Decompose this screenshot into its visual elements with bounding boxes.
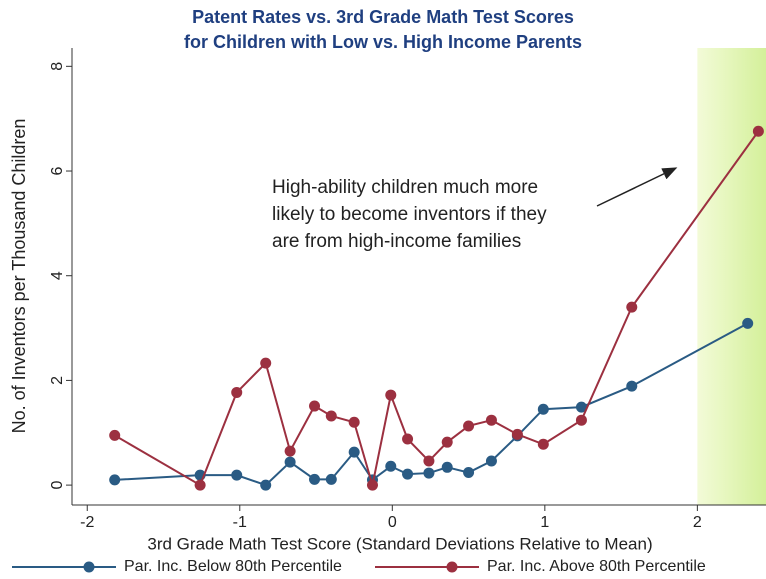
x-tick-label: -1 [233, 514, 247, 531]
data-point [752, 125, 764, 137]
annotation: High-ability children much more [272, 177, 538, 198]
highlight-region [697, 48, 766, 505]
data-point [511, 428, 523, 440]
data-point [385, 389, 397, 401]
x-tick-label: 1 [540, 514, 549, 531]
data-point [348, 446, 360, 458]
data-point [325, 473, 337, 485]
data-point [537, 403, 549, 415]
data-point [626, 380, 638, 392]
data-point [423, 467, 435, 479]
legend-marker [446, 561, 458, 573]
data-point [325, 410, 337, 422]
data-point [463, 420, 475, 432]
y-tick-label: 8 [49, 62, 66, 71]
chart-title: for Children with Low vs. High Income Pa… [184, 32, 582, 52]
y-tick-label: 4 [49, 271, 66, 280]
data-point [742, 317, 754, 329]
legend-marker [83, 561, 95, 573]
data-point [423, 455, 435, 467]
data-point [284, 456, 296, 468]
data-point [109, 474, 121, 486]
data-point [309, 400, 321, 412]
data-point [109, 429, 121, 441]
data-point [309, 473, 321, 485]
data-point [260, 357, 272, 369]
x-tick-label: -2 [80, 514, 94, 531]
annotation: are from high-income families [272, 231, 521, 252]
y-tick-label: 2 [49, 376, 66, 385]
chart-title: Patent Rates vs. 3rd Grade Math Test Sco… [192, 7, 574, 27]
data-point [441, 461, 453, 473]
data-point [485, 455, 497, 467]
x-tick-label: 2 [693, 514, 702, 531]
series-line [114, 322, 749, 487]
x-axis-label: 3rd Grade Math Test Score (Standard Devi… [147, 534, 652, 553]
data-point [231, 386, 243, 398]
x-tick-label: 0 [388, 514, 397, 531]
data-point [463, 467, 475, 479]
data-point [348, 416, 360, 428]
data-point [441, 436, 453, 448]
y-tick-label: 0 [49, 481, 66, 490]
legend-label: Par. Inc. Above 80th Percentile [487, 558, 706, 575]
annotation: likely to become inventors if they [272, 204, 547, 225]
data-point [575, 401, 587, 413]
data-point [260, 479, 272, 491]
annotation-arrow [596, 167, 678, 207]
data-point [385, 460, 397, 472]
y-tick-label: 6 [49, 166, 66, 175]
data-point [626, 301, 638, 313]
data-point [231, 469, 243, 481]
data-point [402, 468, 414, 480]
data-point [402, 433, 414, 445]
y-axis-label: No. of Inventors per Thousand Children [9, 119, 29, 434]
data-point [537, 438, 549, 450]
data-point [194, 479, 206, 491]
legend-label: Par. Inc. Below 80th Percentile [124, 558, 342, 575]
data-point [575, 414, 587, 426]
data-point [485, 414, 497, 426]
data-point [366, 479, 378, 491]
data-point [284, 445, 296, 457]
